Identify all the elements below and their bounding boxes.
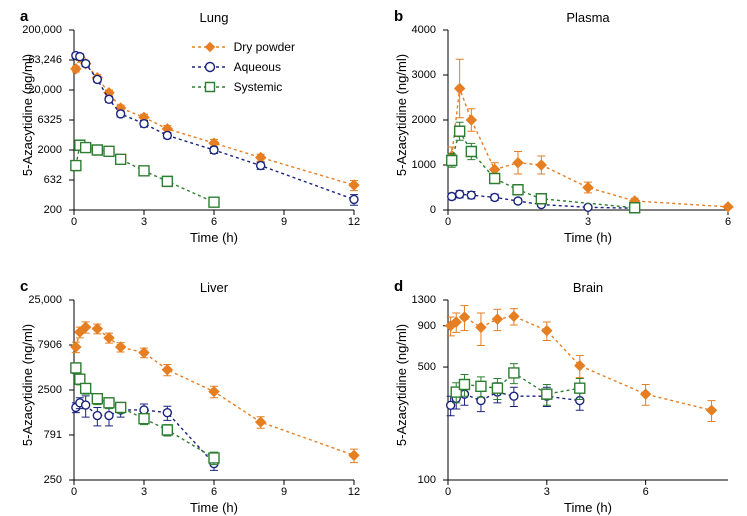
- x-axis-label: Time (h): [74, 230, 354, 245]
- panel-d: dBrain5-Azacytidine (ng/ml)Time (h)10050…: [448, 300, 728, 480]
- y-tick-label: 1000: [390, 159, 436, 171]
- plot-area: [438, 20, 747, 220]
- legend-marker-systemic: [192, 81, 228, 93]
- y-tick-label: 250: [16, 474, 62, 486]
- y-tick-label: 0: [390, 204, 436, 216]
- panel-b: bPlasma5-Azacytidine (ng/ml)Time (h)0100…: [448, 30, 728, 210]
- y-tick-label: 63,246: [16, 54, 62, 66]
- y-tick-label: 20,000: [16, 84, 62, 96]
- x-axis-label: Time (h): [74, 500, 354, 515]
- plot-area: [64, 290, 384, 490]
- y-tick-label: 2000: [390, 114, 436, 126]
- legend-label: Aqueous: [234, 60, 281, 74]
- figure-root: aLung5-Azacytidine (ng/ml)Time (h)200632…: [0, 0, 747, 516]
- y-tick-label: 25,000: [16, 294, 62, 306]
- legend-item-systemic: Systemic: [192, 79, 295, 95]
- y-tick-label: 6325: [16, 114, 62, 126]
- y-tick-label: 4000: [390, 24, 436, 36]
- plot-area: [438, 290, 747, 490]
- legend-item-dry_powder: Dry powder: [192, 39, 295, 55]
- y-tick-label: 1300: [390, 294, 436, 306]
- y-tick-label: 2500: [16, 384, 62, 396]
- y-tick-label: 500: [390, 361, 436, 373]
- legend-item-aqueous: Aqueous: [192, 59, 295, 75]
- legend-label: Dry powder: [234, 40, 295, 54]
- panel-letter: d: [394, 278, 403, 295]
- y-tick-label: 7906: [16, 339, 62, 351]
- x-axis-label: Time (h): [448, 230, 728, 245]
- legend-marker-dry_powder: [192, 41, 228, 53]
- y-tick-label: 200: [16, 204, 62, 216]
- panel-letter: b: [394, 8, 403, 25]
- y-tick-label: 3000: [390, 69, 436, 81]
- y-tick-label: 900: [390, 320, 436, 332]
- panel-c: cLiver5-Azacytidine (ng/ml)Time (h)25079…: [74, 300, 354, 480]
- x-axis-label: Time (h): [448, 500, 728, 515]
- panel-letter: c: [20, 278, 28, 295]
- legend: Dry powder Aqueous Systemic: [192, 39, 295, 99]
- y-tick-label: 100: [390, 474, 436, 486]
- y-tick-label: 632: [16, 174, 62, 186]
- y-tick-label: 200,000: [16, 24, 62, 36]
- y-tick-label: 2000: [16, 144, 62, 156]
- y-tick-label: 791: [16, 429, 62, 441]
- legend-label: Systemic: [234, 80, 283, 94]
- panel-letter: a: [20, 8, 28, 25]
- legend-marker-aqueous: [192, 61, 228, 73]
